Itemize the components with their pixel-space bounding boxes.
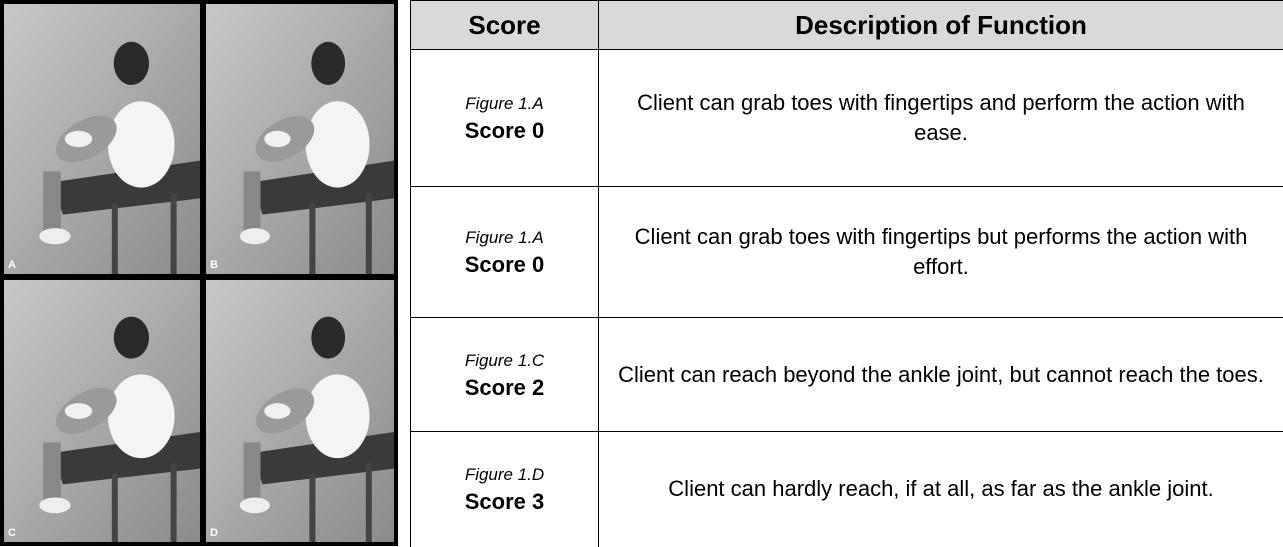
foot: [264, 403, 290, 419]
figure-ref: Figure 1.D: [411, 462, 598, 488]
foot: [65, 403, 92, 419]
header-cell: Score: [411, 1, 599, 50]
bench-leg: [171, 463, 177, 542]
torso: [306, 374, 370, 458]
foot: [240, 497, 270, 513]
leg: [244, 171, 261, 230]
foot: [240, 228, 270, 244]
description-cell: Client can grab toes with fingertips and…: [599, 50, 1283, 187]
torso: [306, 101, 370, 187]
foot: [65, 131, 92, 147]
leg: [43, 171, 61, 230]
foot: [39, 228, 70, 244]
score-label: Score 0: [411, 251, 598, 279]
bench-leg: [112, 204, 118, 274]
photo-label: A: [8, 259, 16, 271]
bench-leg: [366, 193, 372, 274]
foot: [39, 497, 70, 513]
head: [311, 42, 345, 85]
score-label: Score 0: [411, 117, 598, 145]
head: [114, 317, 149, 359]
head: [311, 317, 345, 359]
bench-leg: [309, 204, 315, 274]
photo-label: D: [210, 527, 218, 539]
figure-ref: Figure 1.A: [411, 225, 598, 251]
leg: [244, 442, 261, 500]
bench-leg: [309, 474, 315, 542]
torso: [108, 374, 175, 458]
photo-panel: A B C D: [0, 0, 398, 546]
bench-leg: [366, 463, 372, 542]
description-cell: Client can hardly reach, if at all, as f…: [599, 432, 1283, 547]
figure-ref: Figure 1.A: [411, 91, 598, 117]
figure-ref: Figure 1.C: [411, 348, 598, 374]
photo-label: C: [8, 527, 16, 539]
bench-leg: [171, 193, 177, 274]
foot: [264, 131, 290, 147]
header-cell: Description of Function: [599, 1, 1283, 50]
head: [114, 42, 149, 85]
score-table: Score Description of Function Figure 1.A…: [410, 0, 1283, 547]
leg: [43, 442, 61, 500]
description-cell: Client can reach beyond the ankle joint,…: [599, 318, 1283, 432]
bench-leg: [112, 474, 118, 542]
torso: [108, 101, 175, 187]
description-cell: Client can grab toes with fingertips but…: [599, 187, 1283, 318]
score-label: Score 2: [411, 374, 598, 402]
score-label: Score 3: [411, 488, 598, 516]
photo-label: B: [210, 259, 218, 271]
